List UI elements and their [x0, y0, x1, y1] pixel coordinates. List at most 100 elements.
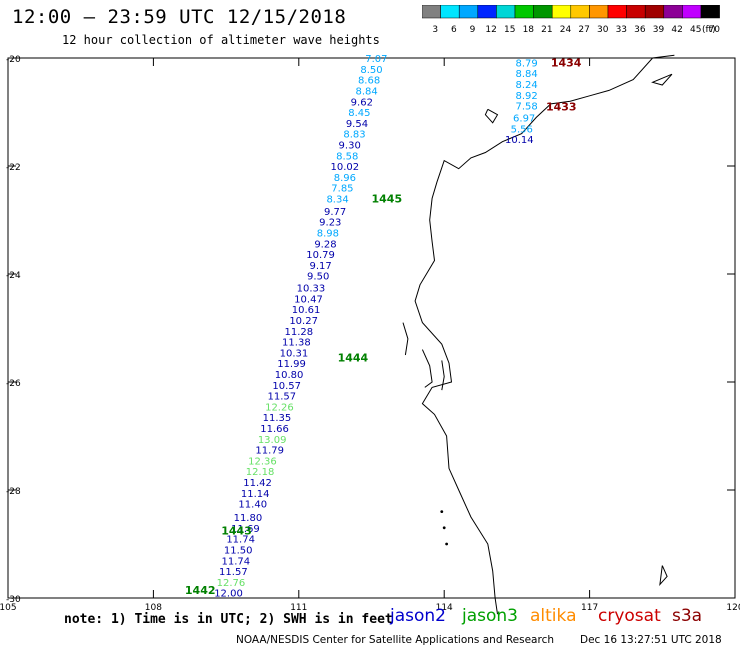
wave-height-label: 8.84 — [356, 86, 378, 97]
wave-height-label: 11.79 — [255, 446, 284, 457]
wave-height-label: 11.40 — [238, 500, 267, 511]
wave-height-label: 7.58 — [515, 102, 537, 113]
wave-height-label: 11.80 — [234, 513, 263, 524]
satellite-legend-s3a: s3a — [672, 606, 703, 626]
colorbar-label: 45 — [690, 25, 701, 35]
lat-tick-label: -20 — [6, 55, 21, 65]
satellite-legend-jason3: jason3 — [462, 606, 518, 626]
wave-height-label: 11.42 — [243, 478, 272, 489]
colorbar-swatch — [551, 5, 572, 19]
wave-height-label: 10.27 — [289, 316, 318, 327]
pass-number-label: 1442 — [185, 584, 216, 597]
wave-height-label: 11.35 — [263, 413, 292, 424]
wave-height-label: 8.34 — [326, 194, 348, 205]
lat-tick-label: -30 — [6, 595, 21, 605]
wave-height-label: 10.47 — [294, 294, 323, 305]
wave-height-label: 9.17 — [309, 261, 331, 272]
wave-height-label: 11.57 — [219, 567, 248, 578]
colorbar-label: 6 — [451, 25, 457, 35]
colorbar-label: 21 — [541, 25, 552, 35]
colorbar-label: 15 — [504, 25, 515, 35]
colorbar-label: 12 — [485, 25, 496, 35]
wave-height-label: 11.28 — [284, 327, 313, 338]
wave-height-label: 7.85 — [331, 184, 353, 195]
wave-height-label: 8.83 — [343, 130, 365, 141]
colorbar-label: 33 — [616, 25, 627, 35]
colorbar-swatch — [626, 5, 646, 19]
page-subtitle: 12 hour collection of altimeter wave hei… — [62, 33, 380, 47]
wave-height-label: 8.98 — [317, 229, 339, 240]
wave-height-label: 10.14 — [505, 135, 534, 146]
wave-height-label: 5.56 — [511, 124, 533, 135]
credit-text: NOAA/NESDIS Center for Satellite Applica… — [236, 634, 554, 646]
colorbar-label: 39 — [653, 25, 665, 35]
satellite-legend-jason2: jason2 — [390, 606, 446, 626]
wave-height-label: 11.99 — [277, 359, 306, 370]
lon-tick-label: 105 — [0, 603, 17, 613]
wave-height-label: 9.28 — [314, 239, 336, 250]
wave-height-label: 11.69 — [231, 524, 260, 535]
lat-tick-label: -24 — [6, 271, 21, 281]
wave-height-label: 8.50 — [360, 65, 382, 76]
lat-tick-label: -22 — [6, 163, 21, 173]
wave-height-label: 7.07 — [365, 54, 387, 65]
colorbar-label: 9 — [470, 25, 476, 35]
wave-height-label: 12.36 — [248, 456, 277, 467]
wave-height-label: 10.79 — [306, 250, 335, 261]
wave-height-label: 10.61 — [292, 305, 321, 316]
wave-height-label: 9.62 — [351, 97, 373, 108]
wave-height-label: 6.97 — [513, 113, 535, 124]
wave-height-label: 9.30 — [339, 140, 361, 151]
wave-height-label: 8.84 — [515, 69, 537, 80]
colorbar-label: 18 — [523, 25, 535, 35]
colorbar-swatch — [514, 5, 534, 19]
colorbar-swatch — [607, 5, 627, 19]
colorbar-swatch — [422, 5, 441, 19]
wave-height-label: 12.76 — [217, 578, 246, 589]
footer-note: note: 1) Time is in UTC; 2) SWH is in fe… — [64, 612, 393, 627]
colorbar-label: 24 — [560, 25, 572, 35]
wave-height-label: 8.58 — [336, 151, 358, 162]
lat-tick-label: -28 — [6, 487, 21, 497]
wave-height-label: 8.24 — [515, 80, 537, 91]
wave-height-label: 8.68 — [358, 76, 380, 87]
colorbar-swatch — [663, 5, 683, 19]
pass-number-label: 1443 — [221, 525, 252, 538]
wave-height-label: 12.18 — [246, 467, 275, 478]
map-frame: -20-22-24-26-28-30105108111114117120 — [0, 55, 740, 613]
wave-height-label: 8.92 — [515, 91, 537, 102]
wave-height-label: 9.50 — [307, 272, 329, 283]
wave-height-colorbar: 3 6 9 12 15 18 21 24 27 30 33 36 39 42 45 70(ft) — [422, 5, 721, 35]
wave-height-label: 11.66 — [260, 424, 289, 435]
wave-height-label: 9.54 — [346, 119, 368, 130]
wave-height-label: 12.26 — [265, 402, 294, 413]
colorbar-swatch — [496, 5, 516, 19]
colorbar-swatch — [644, 5, 665, 19]
wave-height-label: 10.02 — [331, 162, 360, 173]
pass-number-label: 1433 — [546, 101, 577, 114]
lat-tick-label: -26 — [6, 379, 21, 389]
colorbar-swatch — [477, 5, 497, 19]
colorbar-swatch — [458, 5, 479, 19]
wave-height-tracks: 7.078.508.688.849.628.459.548.839.308.58… — [214, 54, 538, 600]
wave-height-label: 12.00 — [214, 589, 243, 600]
colorbar-label: 70 — [709, 25, 721, 35]
pass-number-label: 1434 — [551, 56, 582, 69]
wave-height-label: 10.57 — [272, 381, 301, 392]
wave-height-label: 11.14 — [241, 489, 270, 500]
colorbar-swatch — [700, 5, 720, 19]
colorbar-swatch — [589, 5, 609, 19]
wave-height-label: 8.96 — [334, 173, 356, 184]
wave-height-label: 11.38 — [282, 338, 311, 349]
wave-height-label: 11.74 — [221, 556, 250, 567]
wave-height-label: 8.45 — [348, 108, 370, 119]
wave-height-label: 10.33 — [297, 284, 326, 295]
wave-height-label: 8.79 — [515, 58, 537, 69]
pass-number-label: 1444 — [338, 352, 369, 365]
wave-height-label: 9.23 — [319, 218, 341, 229]
wave-height-label: 10.31 — [280, 348, 309, 359]
colorbar-swatch — [682, 5, 702, 19]
colorbar-label: 30 — [597, 25, 609, 35]
colorbar-label: 36 — [634, 25, 646, 35]
pass-number-label: 1445 — [372, 192, 403, 205]
